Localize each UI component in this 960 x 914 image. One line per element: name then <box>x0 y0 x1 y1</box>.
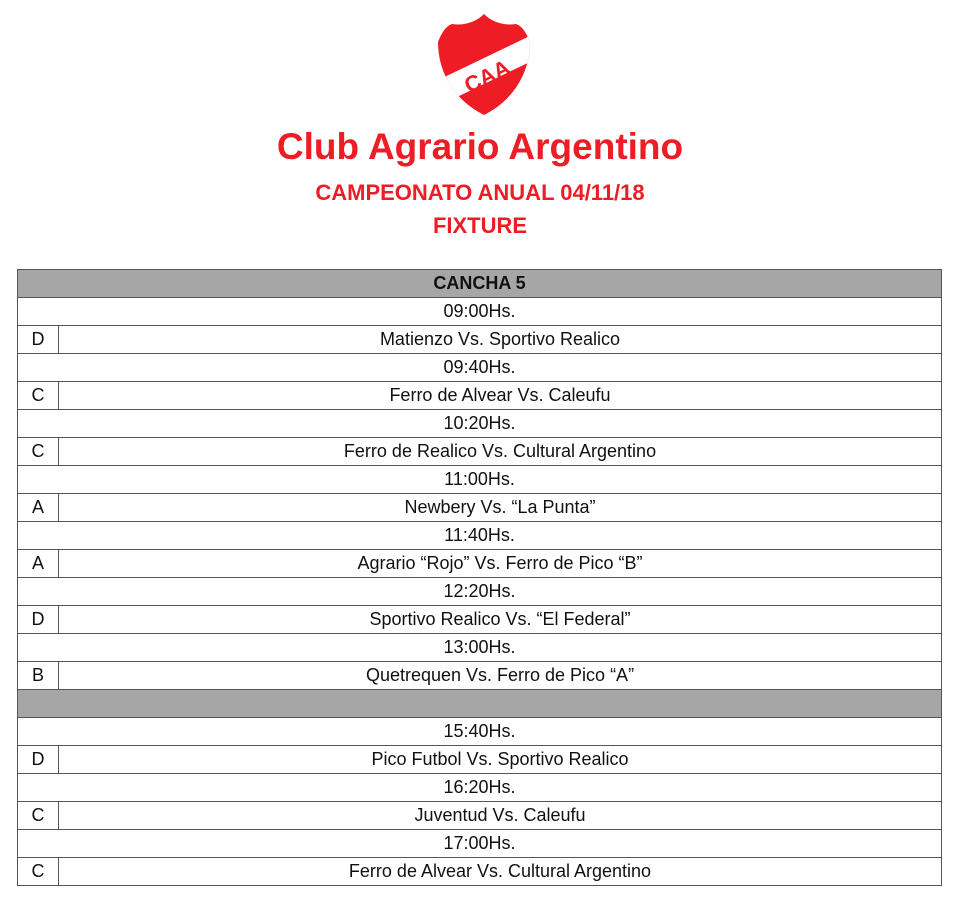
match-row: C Ferro de Realico Vs. Cultural Argentino <box>17 437 942 466</box>
match-teams: Matienzo Vs. Sportivo Realico <box>58 325 942 354</box>
time-row: 13:00Hs. <box>17 633 942 662</box>
club-crest-logo: CAA <box>438 14 530 115</box>
match-row: B Quetrequen Vs. Ferro de Pico “A” <box>17 661 942 690</box>
match-time: 09:40Hs. <box>17 353 942 382</box>
time-row: 17:00Hs. <box>17 829 942 858</box>
court-name: CANCHA 5 <box>17 269 942 298</box>
match-teams: Ferro de Alvear Vs. Cultural Argentino <box>58 857 942 886</box>
match-time: 11:40Hs. <box>17 521 942 550</box>
match-teams: Pico Futbol Vs. Sportivo Realico <box>58 745 942 774</box>
match-row: C Ferro de Alvear Vs. Cultural Argentino <box>17 857 942 886</box>
match-category: B <box>17 661 59 690</box>
match-row: C Juventud Vs. Caleufu <box>17 801 942 830</box>
court-header-row: CANCHA 5 <box>17 269 942 298</box>
match-row: D Pico Futbol Vs. Sportivo Realico <box>17 745 942 774</box>
match-time: 09:00Hs. <box>17 297 942 326</box>
match-category: C <box>17 801 59 830</box>
time-row: 11:00Hs. <box>17 465 942 494</box>
match-teams: Quetrequen Vs. Ferro de Pico “A” <box>58 661 942 690</box>
page-title: Club Agrario Argentino <box>276 126 684 167</box>
match-category: A <box>17 493 59 522</box>
match-category: D <box>17 325 59 354</box>
time-row: 11:40Hs. <box>17 521 942 550</box>
time-row: 16:20Hs. <box>17 773 942 802</box>
match-category: C <box>17 381 59 410</box>
match-time: 15:40Hs. <box>17 717 942 746</box>
match-row: C Ferro de Alvear Vs. Caleufu <box>17 381 942 410</box>
match-time: 10:20Hs. <box>17 409 942 438</box>
match-time: 13:00Hs. <box>17 633 942 662</box>
match-category: C <box>17 857 59 886</box>
match-time: 11:00Hs. <box>17 465 942 494</box>
match-category: D <box>17 745 59 774</box>
match-row: A Newbery Vs. “La Punta” <box>17 493 942 522</box>
time-row: 09:00Hs. <box>17 297 942 326</box>
match-category: D <box>17 605 59 634</box>
match-teams: Newbery Vs. “La Punta” <box>58 493 942 522</box>
match-teams: Sportivo Realico Vs. “El Federal” <box>58 605 942 634</box>
break-cell <box>17 689 942 718</box>
match-time: 16:20Hs. <box>17 773 942 802</box>
time-row: 12:20Hs. <box>17 577 942 606</box>
fixture-table: CANCHA 5 09:00Hs. D Matienzo Vs. Sportivo … <box>17 269 942 886</box>
match-teams: Ferro de Alvear Vs. Caleufu <box>58 381 942 410</box>
match-row: A Agrario “Rojo” Vs. Ferro de Pico “B” <box>17 549 942 578</box>
match-time: 12:20Hs. <box>17 577 942 606</box>
match-row: D Matienzo Vs. Sportivo Realico <box>17 325 942 354</box>
match-time: 17:00Hs. <box>17 829 942 858</box>
break-row <box>17 689 942 718</box>
match-teams: Agrario “Rojo” Vs. Ferro de Pico “B” <box>58 549 942 578</box>
match-teams: Juventud Vs. Caleufu <box>58 801 942 830</box>
time-row: 10:20Hs. <box>17 409 942 438</box>
page-subtitle: CAMPEONATO ANUAL 04/11/18 <box>315 180 645 205</box>
time-row: 15:40Hs. <box>17 717 942 746</box>
match-category: A <box>17 549 59 578</box>
match-category: C <box>17 437 59 466</box>
match-teams: Ferro de Realico Vs. Cultural Argentino <box>58 437 942 466</box>
section-heading: FIXTURE <box>432 213 528 238</box>
time-row: 09:40Hs. <box>17 353 942 382</box>
match-row: D Sportivo Realico Vs. “El Federal” <box>17 605 942 634</box>
